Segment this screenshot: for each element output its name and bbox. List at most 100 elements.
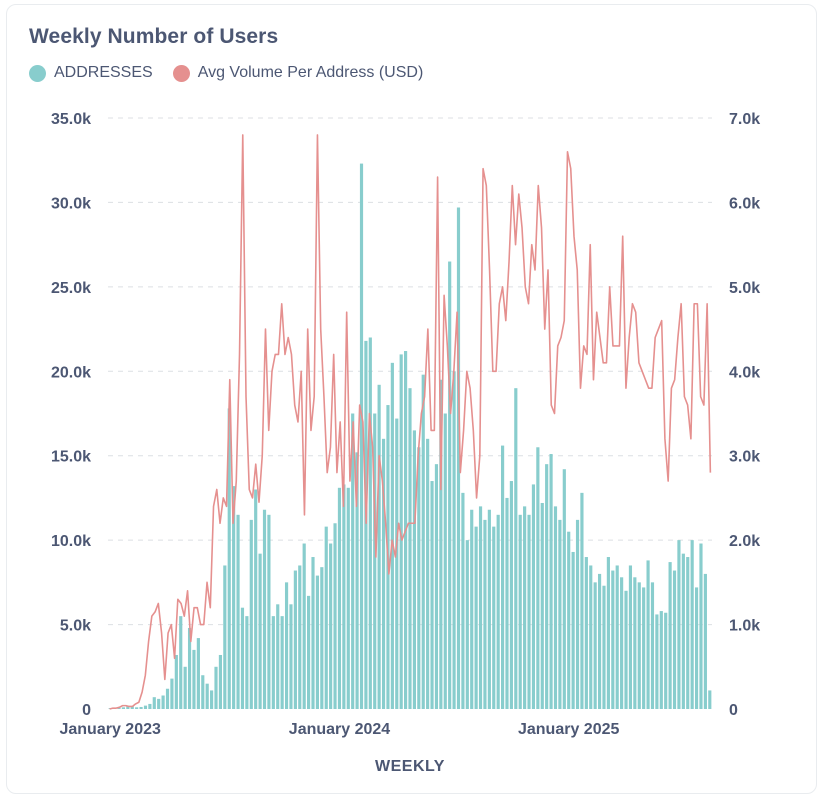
bar[interactable] [549,454,553,709]
line-path[interactable] [109,134,712,710]
bar[interactable] [373,413,377,710]
bar[interactable] [267,514,271,709]
bar[interactable] [562,469,566,709]
bar[interactable] [518,514,522,709]
bar[interactable] [677,540,681,709]
bar[interactable] [161,695,165,709]
bar[interactable] [183,666,187,709]
bar[interactable] [315,575,319,709]
bar[interactable] [236,514,240,709]
bar[interactable] [620,577,624,709]
bar[interactable] [210,690,214,709]
bar[interactable] [143,705,148,709]
bar[interactable] [540,502,544,709]
bar[interactable] [496,514,500,709]
legend-item-avg-volume[interactable]: Avg Volume Per Address (USD) [172,64,423,82]
bar[interactable] [584,557,588,709]
bar[interactable] [214,666,218,709]
bar[interactable] [659,611,663,709]
bar[interactable] [708,690,712,709]
bar[interactable] [597,573,602,709]
bar[interactable] [545,464,549,709]
bar[interactable] [205,683,209,709]
chart-title[interactable]: Weekly Number of Users [29,25,279,48]
bar[interactable] [509,481,513,709]
bar[interactable] [611,570,615,709]
bar[interactable] [254,489,258,709]
bar[interactable] [381,438,386,709]
bar[interactable] [465,540,469,709]
bar[interactable] [589,565,593,709]
bar[interactable] [672,570,677,709]
bar[interactable] [271,616,275,709]
bar[interactable] [329,543,333,709]
legend-item-addresses[interactable]: ADDRESSES [29,64,153,82]
bar[interactable] [531,484,536,709]
bar[interactable] [284,582,289,709]
bar[interactable] [249,519,253,709]
bar[interactable] [690,540,694,709]
bar[interactable] [280,616,284,709]
bar[interactable] [170,678,174,709]
bar[interactable] [368,337,372,709]
bar[interactable] [558,519,562,709]
bar[interactable] [492,526,496,709]
bar[interactable] [117,707,121,709]
bar[interactable] [121,707,126,709]
bar[interactable] [311,557,315,709]
bar[interactable] [439,379,443,709]
bar[interactable] [135,707,139,709]
bar[interactable] [227,408,231,709]
bar[interactable] [139,706,143,709]
bar[interactable] [514,388,518,709]
bar[interactable] [262,509,267,709]
bar[interactable] [470,509,474,709]
bar[interactable] [443,413,447,710]
bar[interactable] [694,587,699,709]
bar[interactable] [593,582,597,709]
bar[interactable] [615,565,619,709]
bar[interactable] [664,612,668,709]
bar[interactable] [567,531,571,709]
bar[interactable] [523,506,527,709]
bar[interactable] [337,487,342,709]
bar[interactable] [633,577,637,709]
bar[interactable] [553,506,558,709]
bar[interactable] [258,553,262,709]
bar[interactable] [157,698,161,709]
bar[interactable] [223,565,227,709]
bar[interactable] [580,492,584,709]
bar[interactable] [461,492,465,709]
bar[interactable] [196,638,200,709]
bar[interactable] [456,207,461,710]
bar[interactable] [505,497,509,709]
bar[interactable] [602,585,606,709]
bar[interactable] [320,567,324,709]
bar[interactable] [342,484,346,709]
bar[interactable] [686,557,690,709]
bar[interactable] [276,604,280,709]
bar[interactable] [434,464,439,709]
bar[interactable] [126,705,130,709]
bar[interactable] [179,616,183,709]
bar[interactable] [245,616,249,709]
bar[interactable] [293,570,297,709]
bar[interactable] [192,649,196,709]
bar[interactable] [174,654,178,709]
bar[interactable] [628,565,633,709]
bar[interactable] [501,445,505,709]
bar[interactable] [333,523,337,709]
bar[interactable] [655,614,659,709]
bar[interactable] [668,562,672,709]
bar[interactable] [448,261,452,709]
bar[interactable] [606,557,610,709]
bar[interactable] [399,354,403,709]
bar[interactable] [289,604,293,709]
bar[interactable] [240,607,245,709]
bar[interactable] [527,514,531,709]
bar[interactable] [395,418,399,709]
bar[interactable] [187,627,192,709]
bar[interactable] [355,452,359,709]
bar[interactable] [346,487,350,709]
bar[interactable] [218,654,223,709]
